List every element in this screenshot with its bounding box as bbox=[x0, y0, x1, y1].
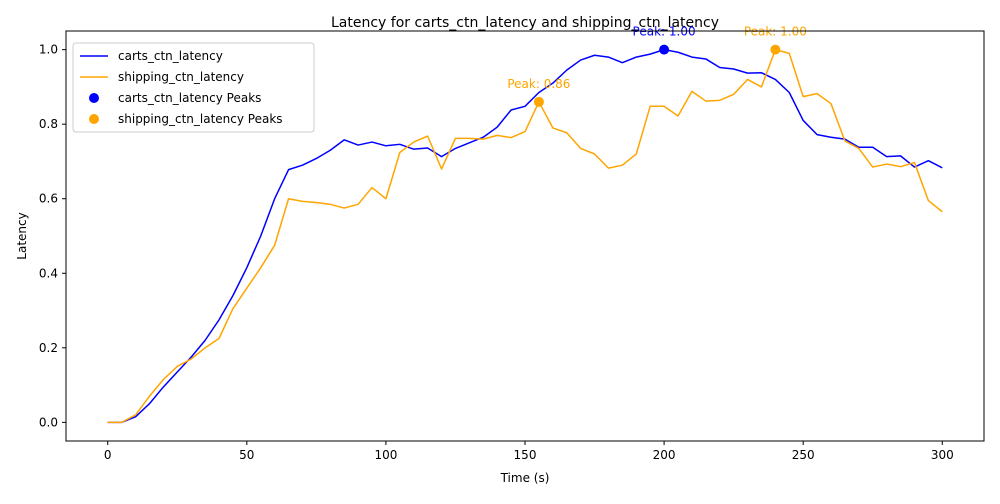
x-axis-ticks: 0 50 100 150 200 250 300 bbox=[104, 441, 954, 462]
y-tick-label-2: 0.4 bbox=[39, 266, 58, 280]
x-tick-label-5: 250 bbox=[792, 448, 815, 462]
x-tick-label-3: 150 bbox=[514, 448, 537, 462]
x-axis-label: Time (s) bbox=[500, 471, 550, 485]
peak-label-2: Peak: 1.00 bbox=[744, 25, 807, 39]
x-tick-label-0: 0 bbox=[104, 448, 112, 462]
legend: carts_ctn_latency shipping_ctn_latencycar… bbox=[72, 42, 315, 133]
legend-swatch-2 bbox=[89, 93, 99, 103]
y-tick-label-5: 1.0 bbox=[39, 43, 58, 57]
legend-label-3: shipping_ctn_latency Peaks bbox=[118, 112, 283, 126]
peak-marker-1 bbox=[533, 96, 544, 107]
plot-frame bbox=[65, 30, 985, 442]
y-tick-label-4: 0.8 bbox=[39, 117, 58, 131]
legend-label-1: shipping_ctn_latency bbox=[118, 70, 244, 84]
y-tick-label-0: 0.0 bbox=[39, 415, 58, 429]
legend-items: carts_ctn_latency shipping_ctn_latencycar… bbox=[80, 49, 283, 126]
series-line-0 bbox=[107, 48, 943, 424]
x-tick-label-4: 200 bbox=[653, 448, 676, 462]
x-tick-label-2: 100 bbox=[374, 448, 397, 462]
y-axis-ticks: 0.0 0.2 0.4 0.6 0.8 1.0 bbox=[39, 43, 66, 429]
legend-label-2: carts_ctn_latency Peaks bbox=[118, 91, 261, 105]
y-axis-label: Latency bbox=[15, 212, 29, 259]
y-tick-label-3: 0.6 bbox=[39, 192, 58, 206]
legend-swatch-3 bbox=[89, 114, 99, 124]
peak-marker-2 bbox=[770, 44, 781, 55]
legend-box bbox=[72, 42, 315, 133]
plot-area: Peak: 1.00 Peak: 0.86 Peak: 1.00 bbox=[107, 25, 943, 424]
series-line-1 bbox=[107, 48, 943, 424]
peak-marker-0 bbox=[659, 44, 670, 55]
legend-label-0: carts_ctn_latency bbox=[118, 49, 223, 63]
peak-label-0: Peak: 1.00 bbox=[633, 25, 696, 39]
x-tick-label-1: 50 bbox=[239, 448, 254, 462]
x-tick-label-6: 300 bbox=[931, 448, 954, 462]
y-tick-label-1: 0.2 bbox=[39, 341, 58, 355]
peak-label-1: Peak: 0.86 bbox=[507, 77, 570, 91]
chart-title: Latency for carts_ctn_latency and shippi… bbox=[331, 15, 719, 31]
